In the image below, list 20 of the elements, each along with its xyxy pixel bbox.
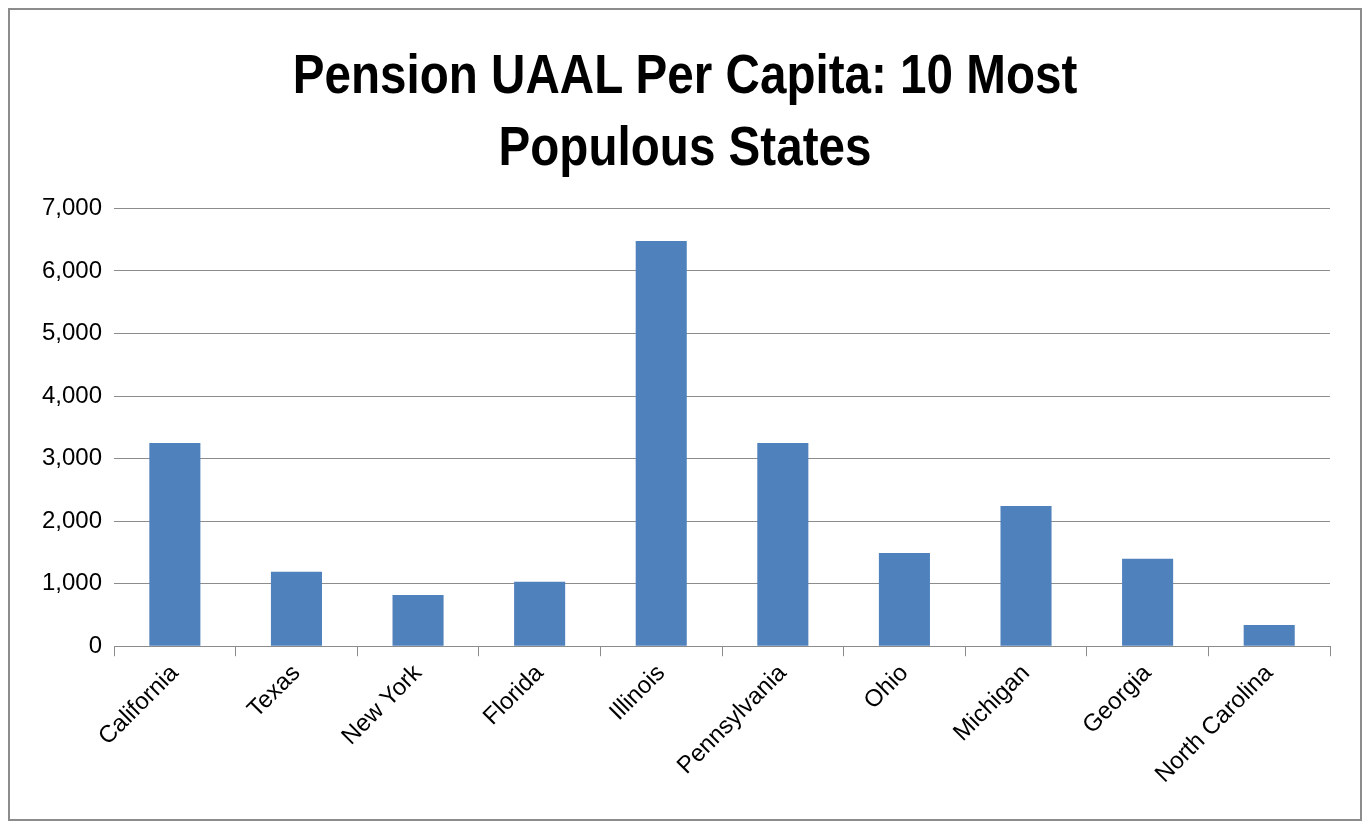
bar [514, 581, 566, 646]
y-tick-label: 6,000 [42, 255, 103, 283]
bar [270, 571, 322, 646]
bar [757, 442, 809, 646]
y-tick-label: 1,000 [42, 568, 103, 596]
y-tick-label: 0 [88, 630, 103, 658]
chart-title: Pension UAAL Per Capita: 10 Most Populous States [291, 41, 1079, 179]
y-tick-label: 2,000 [42, 505, 103, 533]
y-tick-label: 3,000 [42, 443, 103, 471]
bar [149, 442, 201, 646]
bar [1243, 624, 1295, 646]
y-tick-label: 5,000 [42, 318, 103, 346]
y-tick-label: 4,000 [42, 380, 103, 408]
bar [635, 240, 687, 646]
bar [1000, 506, 1052, 646]
bar [878, 553, 930, 646]
x-tick-label: Ohio [857, 658, 913, 714]
bar [1122, 558, 1174, 646]
bar [392, 594, 444, 646]
y-tick-label: 7,000 [42, 193, 103, 221]
